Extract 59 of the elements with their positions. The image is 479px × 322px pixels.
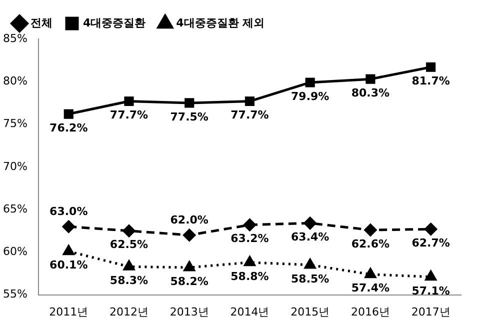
point (63, 245, 74, 256)
x-tick-label: 2016년 (350, 305, 390, 318)
y-tick-label: 65% (2, 202, 28, 216)
legend-label: 4대중증질환 제외 (176, 16, 265, 30)
point (425, 270, 436, 281)
x-tick-label: 2012년 (109, 305, 148, 318)
x-tick-label: 2013년 (170, 305, 209, 318)
point (424, 222, 438, 236)
data-label: 77.7% (230, 108, 269, 122)
data-label: 58.3% (110, 274, 148, 288)
point (364, 224, 377, 236)
point (364, 268, 376, 278)
legend-label: 4대중증질환 (83, 16, 146, 30)
y-tick-label: 75% (2, 117, 28, 130)
point (304, 216, 316, 230)
point (123, 260, 135, 270)
point (64, 109, 74, 119)
y-tick-label: 70% (2, 160, 28, 173)
data-label: 60.1% (50, 258, 88, 272)
data-label: 58.2% (170, 274, 208, 288)
y-tick-label: 85% (2, 32, 28, 45)
data-label: 62.5% (110, 238, 148, 252)
point (184, 261, 195, 272)
point (244, 256, 256, 266)
point (62, 220, 75, 233)
x-tick-label: 2014년 (230, 305, 270, 318)
data-label: 63.2% (230, 232, 269, 246)
point (426, 62, 436, 72)
point (243, 218, 256, 232)
data-label: 63.0% (50, 204, 88, 218)
data-label: 80.3% (351, 86, 390, 100)
data-label: 58.8% (230, 270, 269, 283)
x-tick-label: 2015년 (290, 305, 330, 318)
data-label: 62.7% (412, 236, 450, 250)
y-tick-label: 55% (2, 288, 28, 301)
point (366, 74, 376, 84)
y-tick-label: 80% (2, 74, 28, 88)
data-label: 62.6% (351, 237, 390, 250)
data-label: 81.7% (412, 74, 450, 88)
x-tick-label: 2011년 (49, 305, 88, 318)
point (124, 96, 134, 106)
data-label: 62.0% (170, 213, 208, 226)
legend-label: 전체 (30, 16, 52, 30)
point (244, 96, 255, 106)
point (122, 224, 136, 238)
x-tick-label: 2017년 (411, 305, 450, 318)
data-label: 57.1% (412, 284, 450, 298)
point (184, 98, 194, 108)
data-label: 77.7% (110, 108, 148, 122)
y-tick-label: 60% (2, 245, 28, 258)
data-label: 63.4% (291, 230, 330, 244)
point (183, 228, 196, 242)
point (305, 78, 315, 88)
data-label: 76.2% (50, 121, 88, 134)
point (304, 258, 316, 269)
data-label: 57.4% (351, 282, 390, 295)
data-label: 79.9% (291, 90, 330, 103)
data-label: 58.5% (291, 272, 330, 286)
data-label: 77.5% (170, 110, 208, 124)
